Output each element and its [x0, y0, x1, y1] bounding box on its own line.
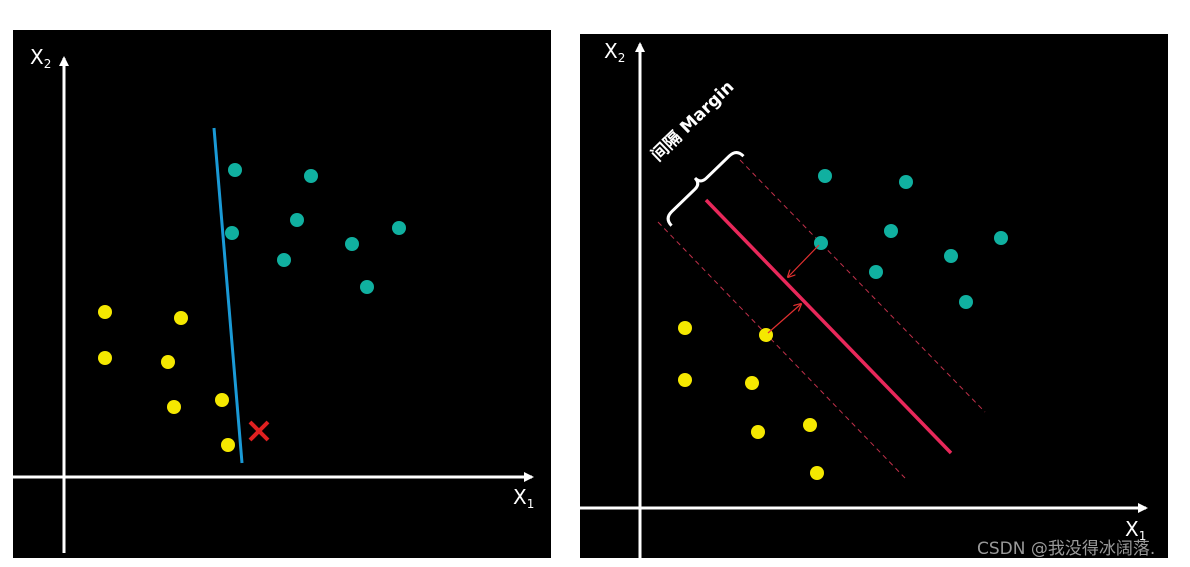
- panel-bg: [580, 34, 1168, 558]
- separator-line: [212, 127, 244, 464]
- label: X: [1125, 517, 1139, 541]
- watermark: CSDN @我没得冰阔落.: [977, 539, 1155, 559]
- margin-lines: [657, 159, 986, 479]
- subscript: 2: [44, 57, 52, 71]
- teal-points: [225, 163, 406, 294]
- left-panel: X2 X1: [13, 30, 551, 558]
- label: X: [604, 39, 618, 63]
- y-axis-label: X2: [30, 45, 51, 71]
- error-cross: [248, 420, 270, 442]
- label: X: [30, 45, 44, 69]
- hyperplane: [704, 198, 953, 455]
- margin-arrows: [767, 244, 820, 334]
- panel-bg: [13, 30, 551, 558]
- label: X: [513, 485, 527, 509]
- x-axis-label: X1: [513, 485, 534, 511]
- yellow-points: [98, 305, 235, 452]
- subscript: 2: [618, 51, 626, 65]
- yellow-points: [678, 321, 824, 480]
- y-axis-label: X2: [604, 39, 625, 65]
- teal-points: [814, 169, 1008, 309]
- x-axis-label: X1: [1125, 517, 1146, 543]
- right-panel: X2 X1 间隔 Margin: [580, 34, 1168, 558]
- margin-brace: [666, 151, 745, 227]
- subscript: 1: [527, 497, 535, 511]
- subscript: 1: [1139, 529, 1147, 543]
